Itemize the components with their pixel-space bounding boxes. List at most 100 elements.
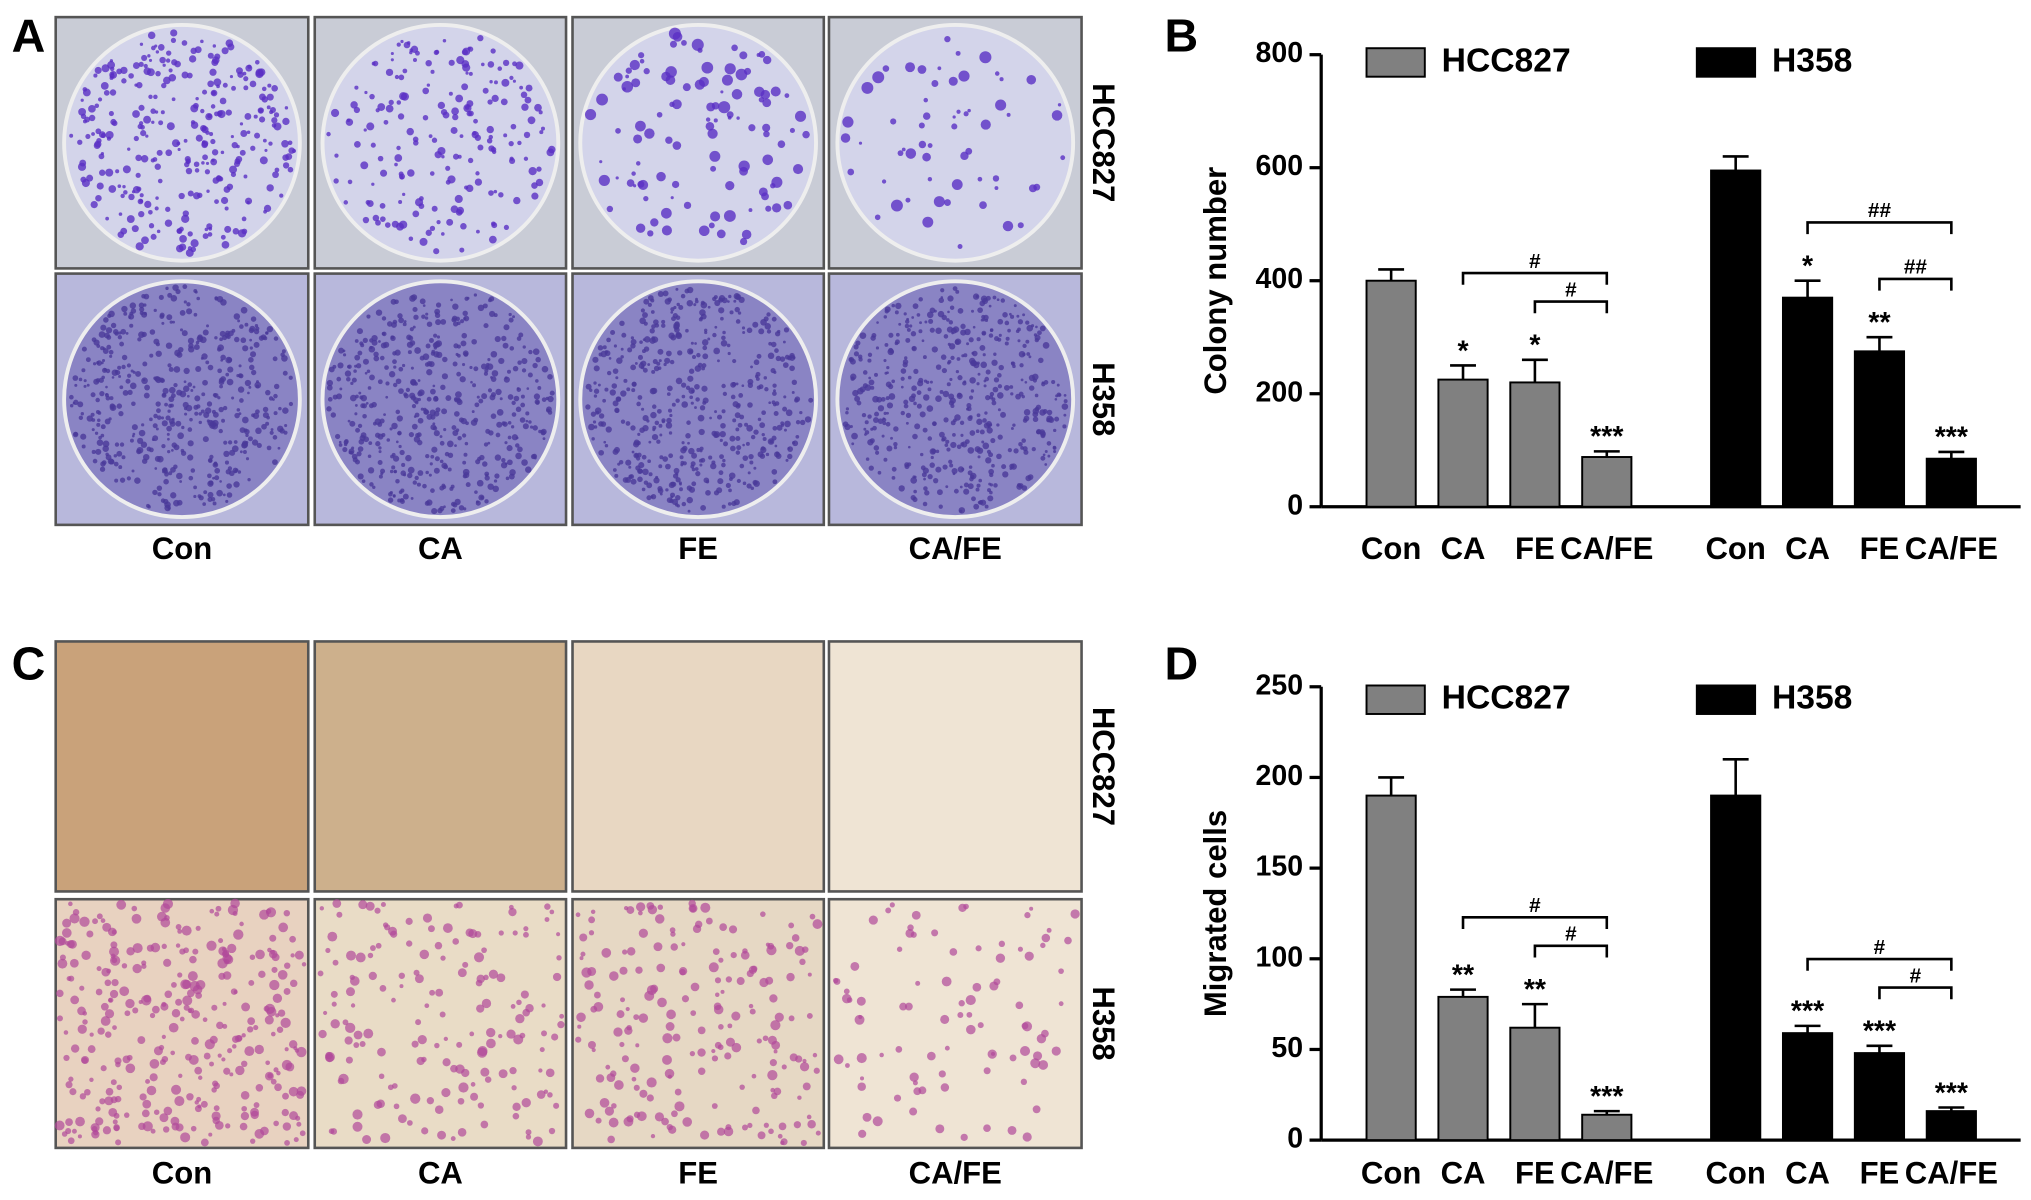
- cell: [580, 951, 586, 957]
- colony: [646, 495, 652, 501]
- cell: [794, 945, 805, 956]
- cell: [767, 1069, 778, 1081]
- colony: [490, 413, 497, 419]
- colony: [1046, 409, 1053, 416]
- cell: [909, 1107, 918, 1116]
- colony: [735, 68, 748, 81]
- colony: [375, 219, 381, 226]
- cell: [422, 913, 433, 923]
- bracket-label: #: [1529, 250, 1541, 273]
- cell: [510, 1004, 516, 1009]
- colony: [945, 485, 949, 489]
- cell: [944, 1045, 950, 1051]
- colony: [237, 319, 241, 323]
- cell: [670, 931, 676, 937]
- cell: [77, 1006, 86, 1016]
- colony: [388, 371, 396, 378]
- colony: [268, 396, 274, 401]
- legend-label: HCC827: [1442, 680, 1571, 717]
- colony: [669, 413, 673, 418]
- colony: [161, 82, 167, 89]
- colony: [686, 299, 694, 307]
- colony: [731, 89, 743, 100]
- colony: [195, 96, 199, 101]
- colony: [946, 382, 951, 387]
- colony: [91, 132, 95, 136]
- colony: [771, 435, 777, 441]
- colony: [179, 235, 187, 243]
- colony: [283, 430, 288, 435]
- bracket-label: #: [1565, 923, 1577, 946]
- colony: [287, 166, 294, 173]
- cell: [71, 1128, 77, 1134]
- cell: [68, 1076, 74, 1082]
- colony: [500, 462, 508, 469]
- colony: [902, 362, 908, 368]
- colony: [171, 97, 176, 102]
- colony: [82, 87, 88, 92]
- colony: [922, 427, 928, 433]
- column-label: CA/FE: [909, 1155, 1002, 1190]
- colony: [403, 473, 407, 477]
- colony: [920, 452, 924, 457]
- cell: [773, 1049, 778, 1054]
- colony: [665, 136, 673, 144]
- colony: [931, 346, 938, 353]
- colony: [701, 61, 714, 74]
- colony: [762, 437, 767, 442]
- significance-label: **: [1452, 959, 1475, 991]
- colony: [1022, 343, 1027, 349]
- colony: [110, 66, 115, 72]
- cell: [362, 1135, 372, 1144]
- colony: [984, 504, 989, 509]
- colony: [104, 418, 111, 425]
- colony: [354, 339, 359, 343]
- cell: [325, 1051, 333, 1060]
- cell: [239, 921, 244, 927]
- colony: [187, 427, 193, 432]
- colony: [203, 490, 208, 495]
- x-tick-label: CA: [1441, 531, 1486, 566]
- colony: [344, 370, 352, 377]
- colony: [853, 351, 859, 357]
- colony: [144, 384, 150, 391]
- colony: [699, 316, 704, 320]
- colony: [135, 154, 142, 162]
- colony: [535, 400, 540, 405]
- cell: [857, 1082, 866, 1091]
- cell: [353, 1030, 363, 1040]
- colony: [148, 209, 153, 215]
- cell: [520, 990, 529, 999]
- cell: [65, 1081, 73, 1089]
- colony: [598, 174, 610, 187]
- colony: [257, 107, 264, 114]
- cell: [477, 1102, 485, 1109]
- colony: [236, 374, 240, 378]
- colony: [261, 423, 267, 430]
- colony: [503, 133, 508, 138]
- colony: [770, 86, 781, 97]
- colony: [1053, 428, 1057, 433]
- colony: [682, 445, 688, 452]
- colony: [131, 434, 135, 438]
- colony: [173, 366, 181, 373]
- colony: [597, 345, 604, 351]
- cell: [112, 1025, 117, 1030]
- cell: [770, 1020, 781, 1031]
- colony: [1028, 385, 1035, 391]
- colony: [861, 81, 874, 94]
- colony: [979, 345, 986, 351]
- y-tick-label: 600: [1256, 150, 1304, 182]
- cell: [406, 940, 413, 947]
- cell: [638, 1013, 649, 1023]
- colony: [470, 419, 478, 426]
- column-label: CA: [418, 531, 463, 566]
- colony: [398, 200, 403, 205]
- colony: [247, 64, 252, 69]
- colony: [1026, 74, 1037, 85]
- colony: [845, 407, 850, 411]
- colony: [792, 356, 796, 360]
- colony: [99, 466, 106, 472]
- colony: [647, 302, 652, 307]
- colony: [206, 324, 209, 328]
